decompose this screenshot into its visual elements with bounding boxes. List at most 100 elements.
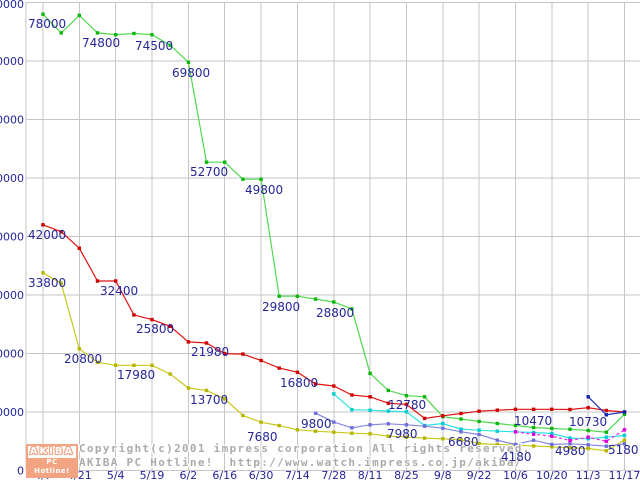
x-tick-label: 5/4: [107, 469, 125, 480]
x-tick-label: 7/14: [285, 469, 310, 480]
series-blue-marker: [586, 395, 590, 399]
x-tick-label: 9/8: [434, 469, 452, 480]
series-yellow-marker: [568, 446, 572, 450]
series-cyan-marker: [477, 428, 481, 432]
series-yellow-marker: [259, 420, 263, 424]
series-yellow-marker: [204, 388, 209, 393]
series-cyan-marker: [495, 429, 499, 433]
series-red-marker: [150, 317, 154, 322]
series-green-marker: [550, 426, 554, 431]
series-red: [41, 223, 627, 421]
series-red-marker: [168, 324, 172, 328]
series-yellow-marker: [186, 386, 191, 390]
series-yellow-marker: [168, 372, 172, 376]
series-red-marker: [77, 246, 81, 250]
series-yellow-marker: [586, 446, 590, 451]
series-yellow-marker: [313, 429, 318, 433]
x-tick-label: 10/20: [536, 469, 568, 480]
series-yellow-marker: [495, 442, 499, 447]
x-tick-label: 5/19: [140, 469, 165, 480]
y-tick-label: 50000: [0, 172, 24, 185]
series-cyan-marker: [550, 431, 554, 436]
series-cyan-marker: [350, 408, 354, 412]
y-tick-label: 30000: [0, 289, 24, 302]
series-purple-marker: [477, 432, 481, 437]
series-yellow-marker: [332, 430, 336, 434]
series-red-marker: [186, 340, 191, 344]
series-yellow-marker: [59, 281, 63, 285]
series-red-marker: [477, 409, 481, 413]
series-green-marker: [168, 43, 172, 47]
series-yellow-marker: [350, 431, 354, 435]
series-red-marker: [59, 230, 63, 234]
series-yellow-marker: [441, 437, 445, 441]
series-purple-line: [315, 412, 625, 447]
series-red-marker: [459, 411, 463, 416]
series-red-marker: [368, 395, 372, 399]
series-green-marker: [114, 33, 118, 37]
series-green-marker: [313, 297, 318, 301]
series-yellow-marker: [368, 432, 372, 436]
series-purple-marker: [313, 411, 318, 415]
series-yellow-marker: [531, 444, 536, 448]
y-tick-label: 60000: [0, 114, 24, 127]
series-green-marker: [622, 412, 627, 416]
grid: [25, 2, 640, 471]
series-red-marker: [513, 407, 518, 411]
series-red-marker: [295, 370, 300, 374]
copyright-text: Copyright(c)2001 impress corporation All…: [79, 442, 531, 455]
series-yellow-marker: [477, 441, 481, 446]
series-magenta-marker: [513, 430, 518, 434]
series-magenta-marker: [531, 432, 536, 436]
series-purple-marker: [513, 442, 518, 447]
series-yellow-marker: [95, 360, 100, 364]
series-purple-marker: [404, 423, 409, 427]
series-green-marker: [186, 60, 191, 64]
x-tick-label: 4/21: [67, 469, 92, 480]
series-purple-marker: [368, 423, 372, 427]
y-tick-label: 20000: [0, 348, 24, 361]
series-purple: [313, 411, 627, 448]
series-cyan-marker: [568, 436, 572, 440]
series-yellow-marker: [295, 428, 300, 432]
series-magenta-marker: [586, 435, 590, 439]
x-tick-label: 9/22: [467, 469, 492, 480]
series-green-marker: [404, 394, 409, 398]
series-yellow-marker: [114, 363, 118, 367]
series-purple-marker: [550, 442, 554, 447]
series-purple-marker: [441, 426, 445, 430]
series-green-marker: [223, 160, 227, 164]
series-yellow-marker: [241, 413, 245, 418]
series-cyan-marker: [441, 421, 445, 426]
series-yellow-marker: [459, 438, 463, 442]
series-green-marker: [350, 307, 354, 311]
series-yellow-marker: [404, 435, 409, 439]
series-magenta-marker: [550, 434, 554, 438]
y-tick-label: 40000: [0, 231, 24, 244]
x-tick-label: 11/3: [576, 469, 601, 480]
series-green-marker: [513, 423, 518, 428]
x-tick-label: 6/30: [249, 469, 274, 480]
series-red-marker: [350, 393, 354, 397]
y-tick-label: 10000: [0, 406, 24, 419]
series-magenta-marker: [622, 428, 627, 432]
series-purple-marker: [531, 438, 536, 442]
series-red-marker: [404, 402, 409, 407]
series-green-marker: [77, 13, 81, 18]
series-cyan-marker: [459, 427, 463, 431]
series-red-marker: [531, 407, 536, 411]
x-tick-label: 6/2: [180, 469, 198, 480]
series-green-marker: [277, 294, 281, 298]
series-blue: [586, 395, 627, 417]
akiba-pc-hotline-logo: AKIBA PC Hotline!: [26, 444, 78, 478]
series-green: [41, 12, 627, 434]
series-purple-marker: [350, 426, 354, 430]
series-red-marker: [259, 358, 263, 363]
series-red-marker: [223, 351, 227, 356]
series-purple-marker: [495, 438, 499, 442]
series-green-marker: [150, 33, 154, 37]
series-red-marker: [241, 352, 245, 356]
x-tick-label: 8/25: [394, 469, 419, 480]
series-purple-marker: [332, 420, 336, 424]
